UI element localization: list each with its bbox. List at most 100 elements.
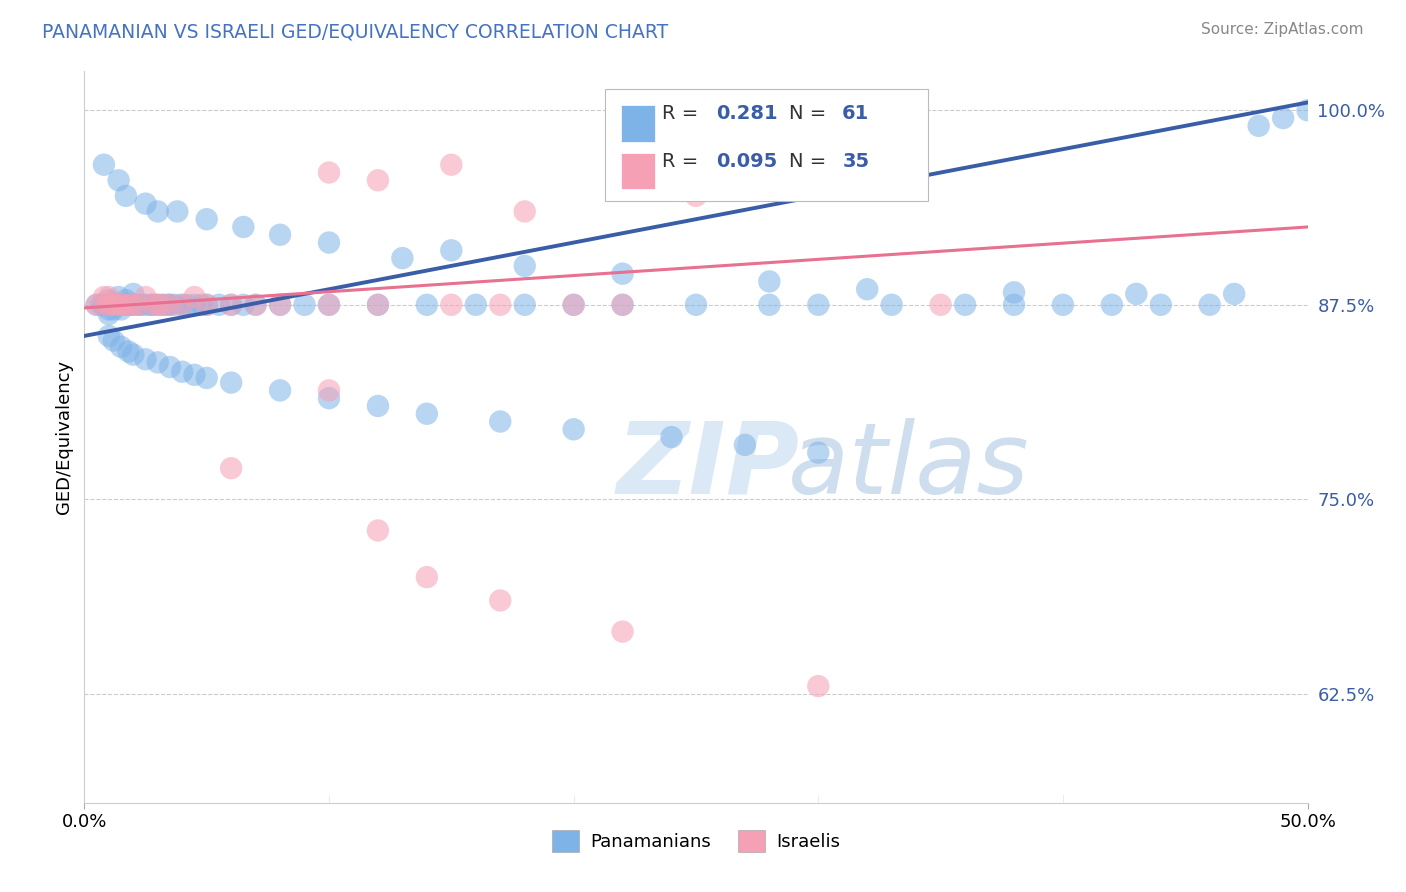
Point <box>440 244 463 258</box>
Point <box>219 461 242 475</box>
Point <box>367 298 389 312</box>
Point <box>172 365 194 379</box>
Point <box>122 348 145 362</box>
Text: N =: N = <box>789 104 825 123</box>
Point <box>562 298 585 312</box>
Point <box>183 290 205 304</box>
Point <box>110 340 132 354</box>
Point <box>416 407 439 421</box>
Point <box>661 430 683 444</box>
Point <box>142 298 165 312</box>
Point <box>1247 119 1270 133</box>
Point <box>416 570 439 584</box>
Point <box>183 298 205 312</box>
Point <box>146 298 169 312</box>
Point <box>107 290 129 304</box>
Point <box>159 359 181 374</box>
Point <box>1272 111 1295 125</box>
Point <box>219 298 242 312</box>
Point <box>195 371 218 385</box>
Point <box>135 298 157 312</box>
Point <box>86 298 108 312</box>
Point <box>880 298 903 312</box>
Text: 61: 61 <box>842 104 869 123</box>
Point <box>103 298 125 312</box>
Point <box>612 624 634 639</box>
Point <box>166 204 188 219</box>
Point <box>856 282 879 296</box>
Point <box>1198 298 1220 312</box>
Point <box>513 259 536 273</box>
Point <box>807 298 830 312</box>
Point <box>367 298 389 312</box>
Point <box>117 298 139 312</box>
Point <box>489 415 512 429</box>
Point <box>117 344 139 359</box>
Point <box>440 298 463 312</box>
Point <box>97 298 120 312</box>
Text: R =: R = <box>662 152 699 170</box>
Point <box>1101 298 1123 312</box>
Point <box>929 298 952 312</box>
Point <box>93 290 115 304</box>
Point <box>208 298 231 312</box>
Text: atlas: atlas <box>787 417 1029 515</box>
Point <box>135 352 157 367</box>
Point <box>103 302 125 317</box>
Point <box>163 298 186 312</box>
Point <box>318 165 340 179</box>
Point <box>97 293 120 307</box>
Point <box>112 298 135 312</box>
Point <box>97 302 120 317</box>
Point <box>612 267 634 281</box>
Point <box>318 391 340 405</box>
Point <box>489 298 512 312</box>
Point <box>232 298 254 312</box>
Point <box>135 290 157 304</box>
Point <box>562 422 585 436</box>
Point <box>159 298 181 312</box>
Point <box>685 189 707 203</box>
Point <box>195 212 218 227</box>
Text: 0.281: 0.281 <box>716 104 778 123</box>
Point <box>1296 103 1319 118</box>
Point <box>120 298 142 312</box>
Point <box>183 368 205 382</box>
Point <box>96 298 118 312</box>
Point <box>122 286 145 301</box>
Point <box>219 376 242 390</box>
Text: ZIP: ZIP <box>616 417 800 515</box>
Point <box>367 399 389 413</box>
Point <box>612 298 634 312</box>
Point <box>489 593 512 607</box>
Point <box>318 235 340 250</box>
Point <box>142 298 165 312</box>
Point <box>513 204 536 219</box>
Point <box>953 298 976 312</box>
Point <box>90 298 112 312</box>
Point <box>318 298 340 312</box>
Point <box>245 298 267 312</box>
Point <box>232 219 254 234</box>
Point <box>97 329 120 343</box>
Point <box>115 189 138 203</box>
Point <box>1002 285 1025 300</box>
Point <box>758 298 780 312</box>
Point <box>294 298 316 312</box>
Point <box>97 298 120 312</box>
Point <box>110 298 132 312</box>
Point <box>269 298 291 312</box>
Point <box>105 298 128 312</box>
Point <box>117 298 139 312</box>
Point <box>318 384 340 398</box>
Point <box>367 524 389 538</box>
Point <box>146 204 169 219</box>
Point <box>103 334 125 348</box>
Point <box>195 298 218 312</box>
Point <box>1125 286 1147 301</box>
Point <box>513 298 536 312</box>
Point <box>612 298 634 312</box>
Point <box>1002 298 1025 312</box>
Point <box>103 298 125 312</box>
Point <box>122 298 145 312</box>
